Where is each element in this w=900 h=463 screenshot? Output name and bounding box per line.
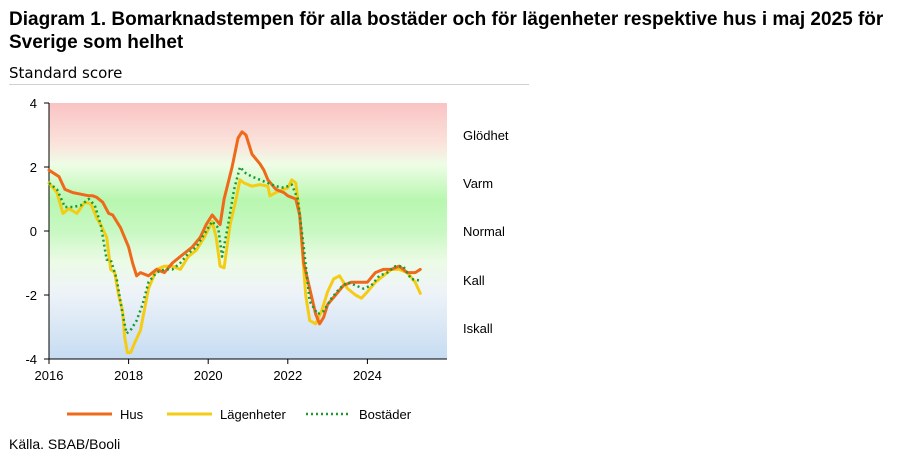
y-tick-label: -4 xyxy=(25,352,37,367)
y-ticks: 4 2 0 -2 -4 xyxy=(25,96,49,367)
x-tick-label: 2016 xyxy=(35,368,64,383)
legend-label: Bostäder xyxy=(359,407,412,422)
source-note: Källa. SBAB/Booli xyxy=(9,436,121,452)
x-tick-label: 2022 xyxy=(273,368,302,383)
x-tick-label: 2024 xyxy=(353,368,382,383)
y-tick-label: 0 xyxy=(30,224,37,239)
x-tick-label: 2020 xyxy=(194,368,223,383)
zone-label: Glödhet xyxy=(463,128,509,143)
x-tick-label: 2018 xyxy=(114,368,143,383)
chart-subtitle: Standard score xyxy=(9,64,123,82)
zone-labels: Glödhet Varm Normal Kall Iskall xyxy=(463,128,509,336)
y-tick-label: -2 xyxy=(25,288,37,303)
legend-label: Lägenheter xyxy=(220,407,286,422)
chart-title: Diagram 1. Bomarknadstempen för alla bos… xyxy=(9,9,884,53)
legend: Hus Lägenheter Bostäder xyxy=(67,407,412,422)
y-tick-label: 2 xyxy=(30,160,37,175)
x-ticks: 2016 2018 2020 2022 2024 xyxy=(35,359,382,383)
legend-label: Hus xyxy=(120,407,144,422)
zone-label: Kall xyxy=(463,273,485,288)
series-line-bostader xyxy=(48,165,421,335)
series-lines xyxy=(47,130,422,355)
divider xyxy=(9,84,529,85)
zone-label: Normal xyxy=(463,224,505,239)
zone-label: Varm xyxy=(463,176,493,191)
y-tick-label: 4 xyxy=(30,96,37,111)
zone-label: Iskall xyxy=(463,321,493,336)
